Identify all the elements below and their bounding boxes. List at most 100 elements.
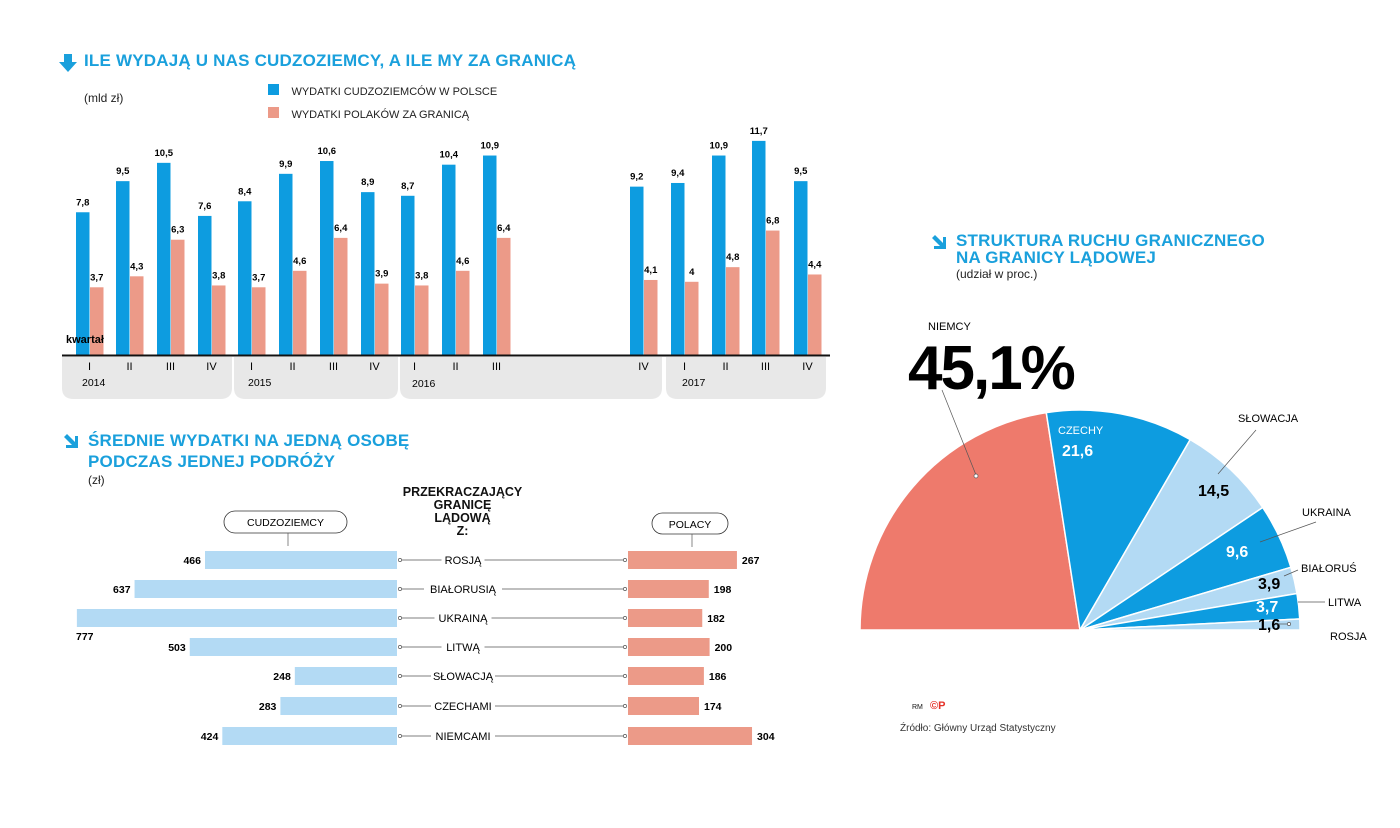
value-poles: 198: [714, 584, 732, 596]
leader-dot: [973, 473, 979, 479]
legend-polish: WYDATKI POLAKÓW ZA GRANICĄ: [268, 105, 469, 123]
bar-foreign: [483, 155, 497, 355]
connector-dot: [623, 587, 627, 591]
section2-title-line2: PODCZAS JEDNEJ PODRÓŻY: [88, 452, 336, 471]
value-label-foreign: 10,4: [440, 150, 459, 161]
bar-foreign: [238, 201, 252, 355]
year-band: [62, 357, 232, 399]
quarter-tick-label: IV: [638, 361, 649, 373]
footer-cp-logo: ©P: [930, 700, 946, 712]
bar-foreign: [279, 173, 293, 355]
connector-dot: [398, 645, 402, 649]
bar-polish: [293, 270, 307, 355]
slice-name-rosja: ROSJA: [1330, 631, 1367, 643]
slice-name-litwa: LITWA: [1328, 597, 1362, 609]
bar-foreign: [794, 181, 808, 355]
bar-poles: [628, 580, 709, 598]
value-label-foreign: 9,5: [116, 166, 130, 177]
value-label-foreign: 10,6: [318, 146, 337, 157]
country-label-bg: [441, 640, 485, 654]
quarter-tick-label: I: [88, 361, 91, 373]
leader-line: [1259, 521, 1317, 543]
quarter-tick-label: I: [683, 361, 686, 373]
value-label-foreign: 9,2: [630, 172, 643, 183]
bar-polish: [726, 267, 740, 355]
section1-title: ILE WYDAJĄ U NAS CUDZOZIEMCY, A ILE MY Z…: [84, 51, 577, 70]
left-column-label: CUDZOZIEMCY: [247, 517, 324, 529]
bar-polish: [252, 287, 266, 355]
value-label-foreign: 8,9: [361, 177, 374, 188]
slice-value-litwa: 3,7: [1256, 599, 1278, 616]
value-label-foreign: 8,7: [401, 181, 414, 192]
section3-title-line2: NA GRANICY LĄDOWEJ: [956, 248, 1157, 267]
bar-polish: [130, 276, 144, 355]
pie-slice: [1079, 618, 1301, 631]
value-poles: 267: [742, 555, 760, 567]
pie-slice: [1045, 409, 1192, 633]
value-poles: 182: [707, 613, 725, 625]
value-poles: 186: [709, 671, 727, 683]
country-label-bg: [431, 729, 495, 743]
bar-polish: [497, 237, 511, 355]
value-label-foreign: 10,9: [710, 141, 729, 152]
bar-foreigners: [280, 697, 397, 715]
value-foreigners: 637: [113, 584, 131, 596]
value-label-polish: 3,8: [212, 270, 225, 281]
section2-unit: (zł): [88, 473, 105, 487]
country-label: UKRAINĄ: [439, 613, 489, 625]
bar-foreign: [712, 155, 726, 355]
country-label: SŁOWACJĄ: [433, 671, 494, 683]
connector-dot: [623, 734, 627, 738]
legend-polish-label: WYDATKI POLAKÓW ZA GRANICĄ: [291, 109, 470, 121]
country-label-bg: [431, 699, 495, 713]
value-label-foreign: 10,5: [155, 148, 174, 159]
slice-value-rosja: 1,6: [1258, 617, 1280, 634]
value-label-foreign: 9,4: [671, 168, 685, 179]
value-label-polish: 4,3: [130, 261, 143, 272]
bar-foreign: [442, 164, 456, 355]
footer-rm: RM: [912, 704, 923, 711]
bar-foreigners: [76, 609, 397, 627]
bar-foreign: [116, 181, 130, 355]
bar-poles: [628, 727, 753, 745]
legend-foreign: WYDATKI CUDZOZIEMCÓW W POLSCE: [268, 82, 497, 100]
bar-foreign: [401, 195, 415, 355]
value-label-polish: 4,8: [726, 252, 739, 263]
value-foreigners: 503: [168, 642, 186, 654]
connector-dot: [623, 674, 627, 678]
country-label-bg: [434, 611, 492, 625]
slice-name-czechy: CZECHY: [1058, 425, 1104, 437]
year-label: 2014: [82, 377, 106, 389]
bar-polish: [808, 274, 822, 355]
big-value-niemcy: 45,1%: [908, 334, 1075, 403]
arrow-down-right-icon: [64, 434, 78, 448]
bar-poles: [628, 638, 710, 656]
slice-value-ukraina: 9,6: [1226, 544, 1248, 561]
quarter-tick-label: IV: [802, 361, 813, 373]
bar-foreigners: [189, 638, 397, 656]
year-label: 2017: [682, 377, 706, 389]
bar-poles: [628, 667, 704, 685]
country-label: BIAŁORUSIĄ: [430, 584, 497, 596]
bar-polish: [375, 283, 389, 355]
bar-foreigners: [205, 551, 397, 569]
slice-name-niemcy: NIEMCY: [928, 321, 971, 333]
bar-foreign: [76, 212, 90, 355]
value-foreigners: 424: [201, 731, 219, 743]
bar-poles: [628, 697, 699, 715]
leader-dot: [1287, 622, 1291, 626]
left-label-pill: [223, 510, 348, 534]
bar-foreigners: [222, 727, 397, 745]
value-label-foreign: 11,7: [750, 126, 768, 137]
value-label-polish: 6,8: [766, 216, 779, 227]
butterfly-chart: CUDZOZIEMCY POLACY ROSJĄ 466 267 BIAŁORUSIĄ 63…: [76, 510, 775, 745]
center-header-line4: Z:: [456, 524, 469, 538]
slice-value-bialorus: 3,9: [1258, 576, 1280, 593]
section1-unit: (mld zł): [84, 91, 124, 105]
value-foreigners: 466: [183, 555, 201, 567]
value-label-foreign: 10,9: [481, 141, 500, 152]
connector-dot: [398, 558, 402, 562]
quarter-tick-label: IV: [369, 361, 380, 373]
value-label-polish: 4: [689, 267, 695, 278]
bar-foreign: [198, 215, 212, 355]
